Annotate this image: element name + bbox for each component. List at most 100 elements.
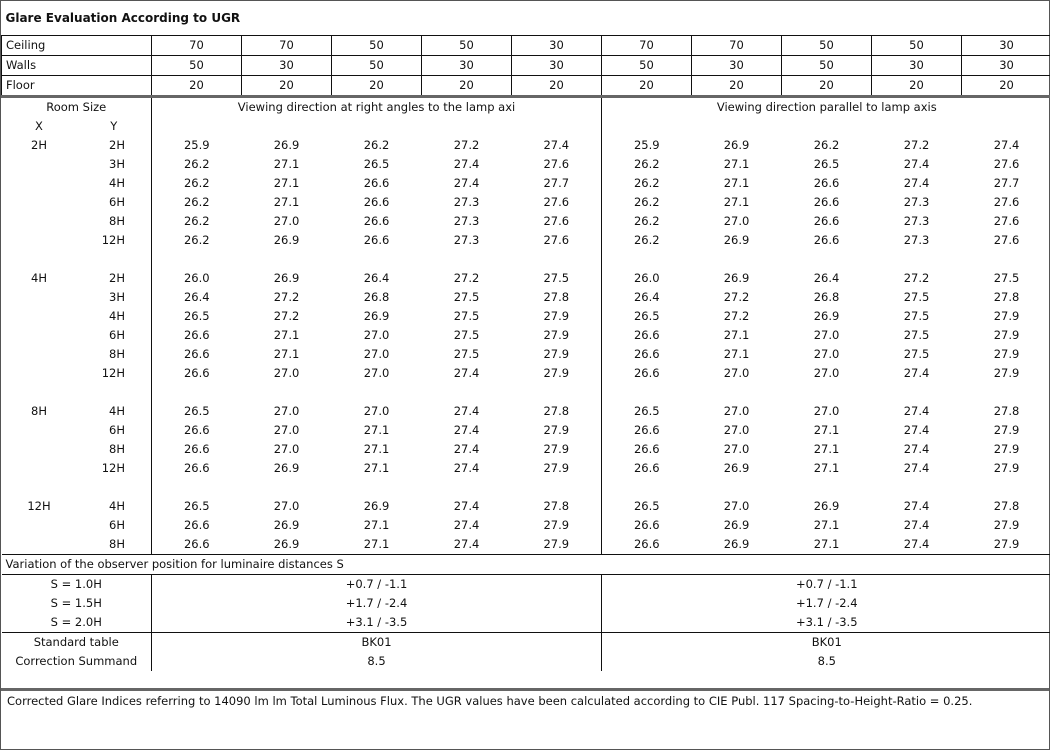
room-y: 12H — [101, 461, 125, 475]
ugr-value: 26.5 — [151, 307, 242, 326]
table-row: 2H 2H 25.9 26.9 26.2 27.2 27.4 25.9 26.9 26.2 27.2… — [2, 136, 1050, 155]
ugr-value: 27.4 — [453, 423, 480, 437]
standard-parallel: BK01 — [600, 632, 1050, 652]
spacing-label: S = 2.0H — [50, 615, 102, 629]
ugr-value: 26.9 — [813, 309, 840, 323]
ugr-value: 27.0 — [723, 423, 750, 437]
ugr-value: 27.9 — [543, 328, 570, 342]
ugr-value: 27.4 — [453, 176, 480, 190]
variation-row: S = 2.0H +3.1 / -3.5 +3.1 / -3.5 — [2, 613, 1050, 633]
ugr-value: 27.5 — [903, 290, 930, 304]
ugr-value: 27.9 — [993, 347, 1020, 361]
y-header: Y — [110, 119, 118, 133]
table-row: 8H 4H 26.5 27.0 27.0 27.4 27.8 26.5 27.0 27.0 27.4… — [2, 402, 1050, 421]
ugr-value: 27.4 — [903, 537, 930, 551]
table-row: 8H 26.6 27.0 27.1 27.4 27.9 26.6 27.0 27.1 27.4 27… — [2, 440, 1050, 459]
ugr-value: 26.9 — [723, 537, 750, 551]
ugr-value: 27.4 — [453, 157, 480, 171]
correction-row: Correction Summand 8.5 8.5 — [2, 652, 1050, 671]
ugr-value: 27.4 — [453, 537, 480, 551]
reflectance-value: 70 — [601, 35, 692, 56]
header-row: Room Size Viewing direction at right angl… — [1, 95, 1050, 136]
reflectance-value: 20 — [331, 75, 422, 97]
ugr-value: 27.9 — [543, 347, 570, 361]
ugr-value: 27.4 — [903, 157, 930, 171]
ugr-value: 26.5 — [601, 402, 692, 421]
ugr-value: 27.1 — [813, 461, 840, 475]
room-y: 6H — [109, 195, 125, 209]
ugr-value: 27.5 — [903, 328, 930, 342]
ugr-value: 27.7 — [543, 176, 570, 190]
spacing-label: S = 1.0H — [50, 577, 102, 591]
spacer-row — [2, 478, 1050, 497]
table-row: 6H 26.6 27.1 27.0 27.5 27.9 26.6 27.1 27.0 27.5 27… — [2, 326, 1050, 345]
ugr-value: 26.5 — [813, 157, 840, 171]
reflectance-value: 50 — [331, 55, 422, 76]
table-row: 8H 26.2 27.0 26.6 27.3 27.6 26.2 27.0 26.6 27.3 27… — [2, 212, 1050, 231]
room-y: 8H — [109, 214, 125, 228]
ugr-value: 27.9 — [543, 518, 570, 532]
ugr-value: 27.2 — [903, 271, 930, 285]
room-y: 6H — [109, 328, 125, 342]
ugr-value: 27.9 — [993, 518, 1020, 532]
ugr-value: 27.6 — [543, 195, 570, 209]
ugr-value: 26.9 — [723, 518, 750, 532]
ugr-value: 27.1 — [363, 461, 390, 475]
ugr-value: 27.3 — [903, 195, 930, 209]
ugr-value: 27.4 — [993, 138, 1020, 152]
room-x: 2H — [31, 138, 47, 152]
ugr-value: 26.6 — [151, 326, 242, 345]
variation-right-angles: +1.7 / -2.4 — [151, 594, 602, 613]
room-y: 6H — [109, 518, 125, 532]
reflectance-row: Floor 20 20 20 20 20 20 20 20 20 20 — [1, 75, 1050, 97]
ugr-value: 27.4 — [903, 404, 930, 418]
reflectance-row: Ceiling 70 70 50 50 30 70 70 50 50 30 — [1, 35, 1050, 56]
room-x — [2, 231, 77, 250]
reflectance-value: 30 — [511, 35, 602, 56]
ugr-value: 27.4 — [453, 366, 480, 380]
ugr-value: 27.9 — [543, 461, 570, 475]
ugr-value: 27.4 — [453, 442, 480, 456]
spacer — [2, 383, 152, 402]
room-x — [2, 212, 77, 231]
spacer — [2, 478, 152, 497]
reflectance-value: 20 — [151, 75, 242, 97]
reflectance-value: 20 — [511, 75, 602, 97]
ugr-value: 27.4 — [903, 461, 930, 475]
spacer — [600, 478, 1050, 497]
reflectance-label: Floor — [1, 75, 152, 97]
ugr-value: 27.5 — [903, 309, 930, 323]
ugr-value: 26.4 — [363, 271, 390, 285]
room-y: 3H — [109, 157, 125, 171]
ugr-value: 26.6 — [601, 440, 692, 459]
room-x: 4H — [31, 271, 47, 285]
ugr-value: 27.5 — [543, 271, 570, 285]
ugr-value: 27.1 — [273, 347, 300, 361]
room-x — [2, 421, 77, 440]
ugr-value: 26.6 — [363, 233, 390, 247]
ugr-value: 27.6 — [543, 157, 570, 171]
ugr-value: 26.2 — [151, 193, 242, 212]
ugr-value: 26.6 — [151, 440, 242, 459]
ugr-value: 27.1 — [723, 328, 750, 342]
ugr-value: 26.9 — [273, 271, 300, 285]
ugr-value: 27.0 — [273, 442, 300, 456]
table-row: 6H 26.2 27.1 26.6 27.3 27.6 26.2 27.1 26.6 27.3 27… — [2, 193, 1050, 212]
ugr-value: 27.0 — [273, 366, 300, 380]
room-y: 8H — [109, 537, 125, 551]
ugr-value: 27.6 — [993, 214, 1020, 228]
ugr-value: 26.6 — [813, 214, 840, 228]
spacing-label: S = 1.5H — [50, 596, 102, 610]
room-x — [2, 193, 77, 212]
ugr-value: 27.1 — [273, 157, 300, 171]
ugr-value: 26.4 — [601, 288, 692, 307]
table-row: 12H 26.2 26.9 26.6 27.3 27.6 26.2 26.9 26.6 27.3 2… — [2, 231, 1050, 250]
ugr-value: 27.1 — [723, 195, 750, 209]
room-y: 4H — [109, 499, 125, 513]
ugr-value: 26.5 — [151, 402, 242, 421]
room-x: 8H — [31, 404, 47, 418]
reflectance-value: 50 — [871, 35, 962, 56]
standard-label: Standard table — [1, 632, 152, 652]
ugr-value: 27.9 — [993, 442, 1020, 456]
